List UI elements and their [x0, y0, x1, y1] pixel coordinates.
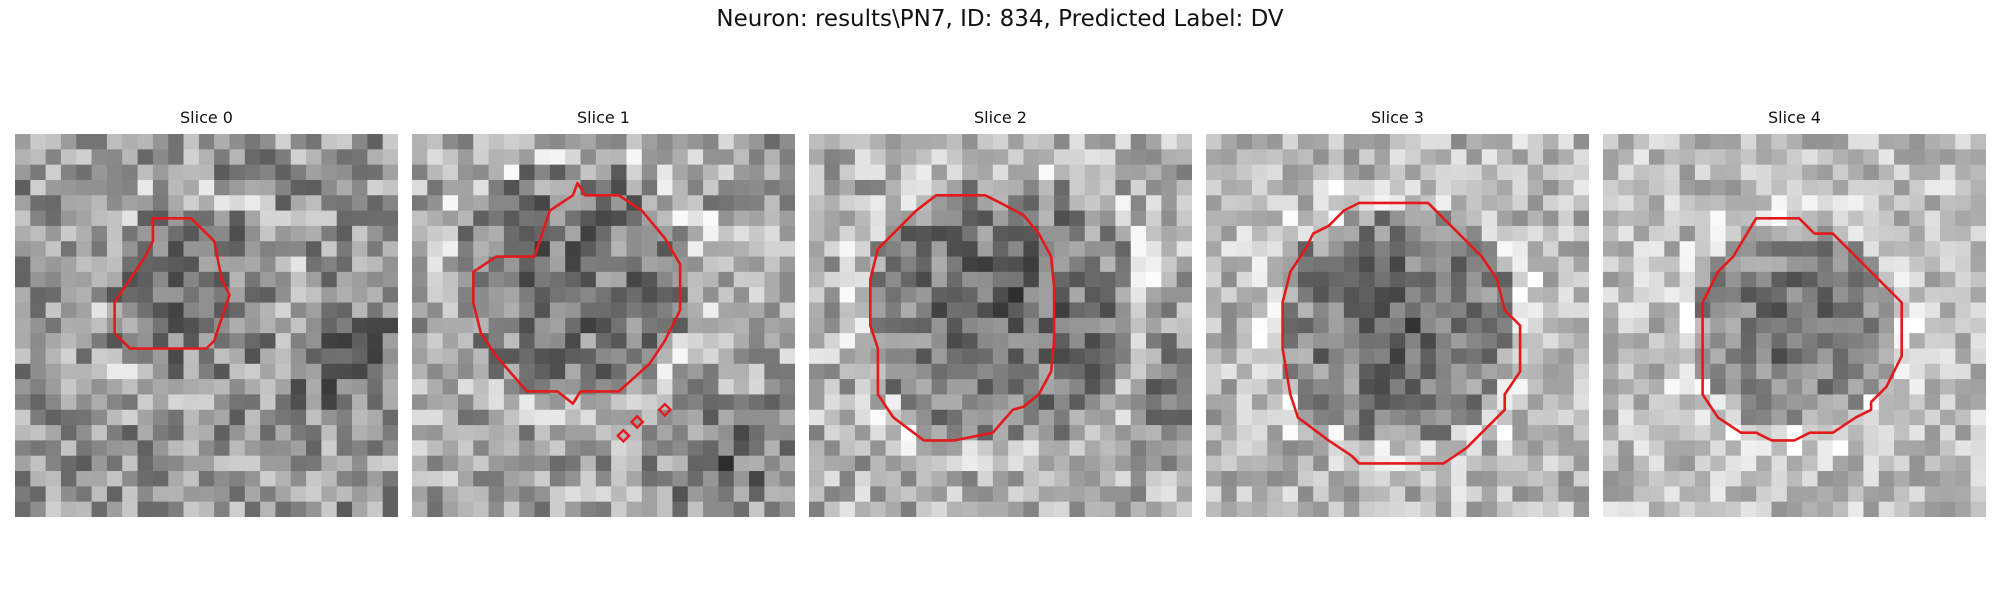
slice-image	[15, 134, 398, 517]
slice-title: Slice 1	[577, 108, 630, 127]
slice-canvas	[809, 134, 1192, 517]
slice-panel-2: Slice 2	[809, 108, 1192, 517]
slice-title: Slice 0	[180, 108, 233, 127]
slice-panel-0: Slice 0	[15, 108, 398, 517]
slice-title: Slice 2	[974, 108, 1027, 127]
slice-canvas	[15, 134, 398, 517]
slice-panel-4: Slice 4	[1603, 108, 1986, 517]
figure-title: Neuron: results\PN7, ID: 834, Predicted …	[716, 6, 1284, 32]
roi-fragment	[657, 402, 673, 418]
roi-contour	[113, 217, 231, 350]
slice-canvas	[1206, 134, 1589, 517]
slice-panel-3: Slice 3	[1206, 108, 1589, 517]
slice-title: Slice 4	[1768, 108, 1821, 127]
slice-image	[809, 134, 1192, 517]
roi-fragment	[616, 428, 631, 444]
roi-contour	[1701, 217, 1904, 442]
slice-image	[1603, 134, 1986, 517]
slice-panel-1: Slice 1	[412, 108, 795, 517]
slice-image	[1206, 134, 1589, 517]
slice-canvas	[412, 134, 795, 517]
roi-contour	[868, 193, 1056, 442]
slice-image	[412, 134, 795, 517]
roi-contour	[1281, 201, 1522, 465]
roi-fragment	[629, 414, 645, 430]
slice-title: Slice 3	[1371, 108, 1424, 127]
roi-contour	[471, 181, 682, 405]
slice-canvas	[1603, 134, 1986, 517]
